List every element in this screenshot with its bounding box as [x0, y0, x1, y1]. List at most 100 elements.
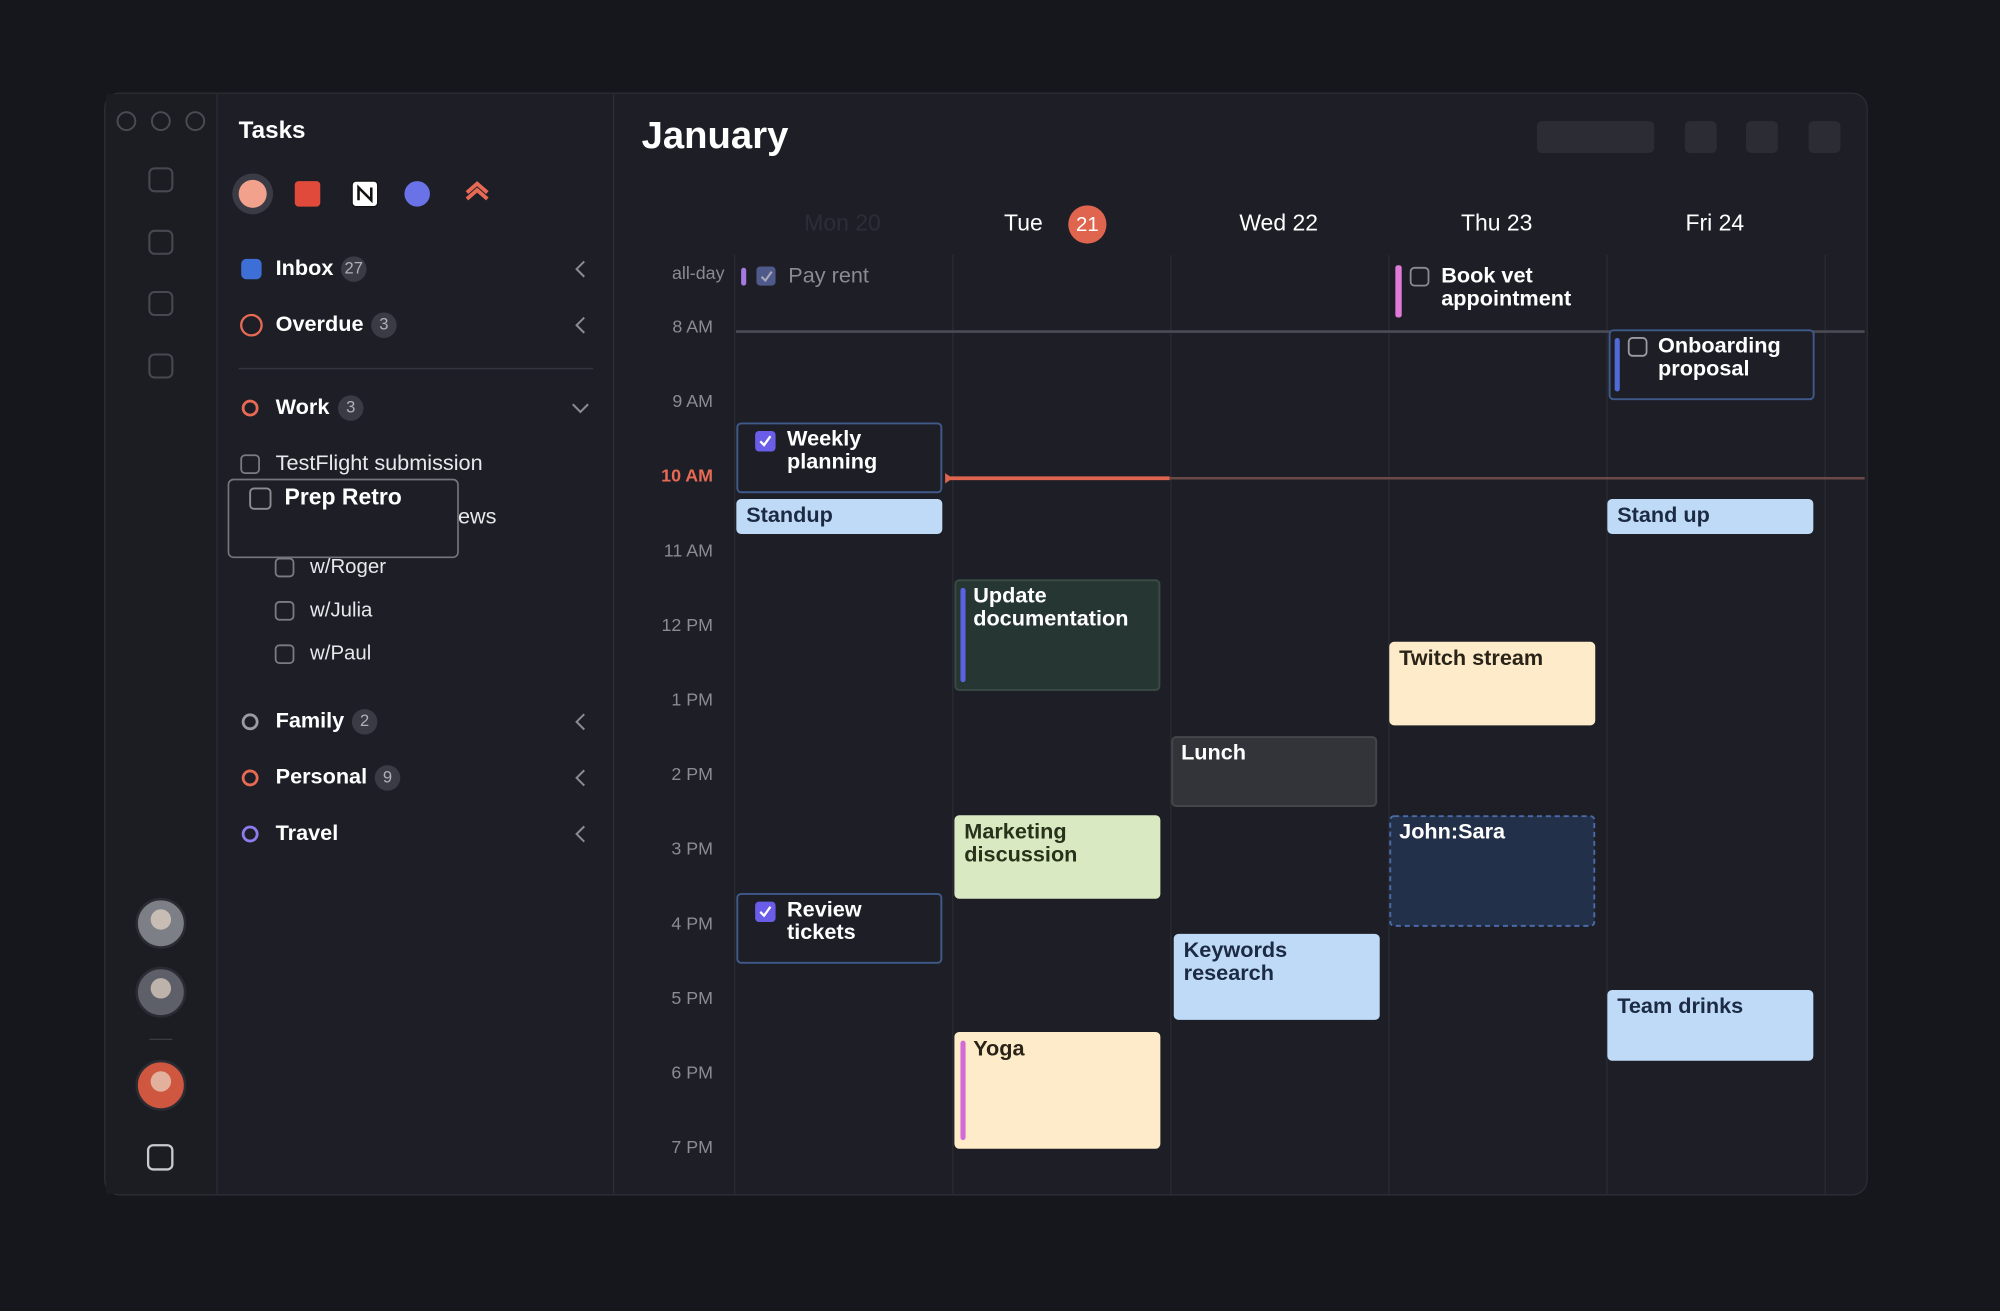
- event-bar: [1395, 265, 1402, 318]
- event-title: Stand up: [1617, 502, 1710, 527]
- event[interactable]: [954, 1032, 1161, 1149]
- event-title: proposal: [1658, 356, 1749, 381]
- toolbar-button[interactable]: [1536, 121, 1655, 154]
- event[interactable]: [1608, 329, 1815, 401]
- hour-label: 8 AM: [672, 316, 713, 336]
- subtask-title[interactable]: w/Julia: [309, 599, 373, 621]
- hour-label: 1 PM: [671, 689, 713, 709]
- event-title: Standup: [746, 502, 833, 527]
- event-bar: [1614, 337, 1620, 392]
- project-icon: [241, 713, 259, 731]
- collapse-chevron[interactable]: [575, 316, 585, 334]
- day-label: Tue: [1004, 210, 1043, 236]
- today-badge: [1068, 205, 1107, 244]
- event-title: Weekly: [787, 426, 861, 451]
- event-title: Onboarding: [1658, 333, 1781, 358]
- window-control[interactable]: [150, 111, 171, 132]
- event[interactable]: [954, 815, 1161, 899]
- event[interactable]: [1607, 498, 1814, 535]
- integration-icon[interactable]: [465, 181, 489, 201]
- window-control[interactable]: [185, 111, 206, 132]
- hour-label: 5 PM: [671, 988, 713, 1008]
- day-label: Thu 23: [1461, 210, 1532, 236]
- event[interactable]: [736, 498, 943, 535]
- count-badge-text: 3: [346, 397, 355, 416]
- project-name[interactable]: Personal: [276, 764, 367, 789]
- event-bar: [741, 267, 747, 286]
- rail-icon[interactable]: [148, 229, 174, 255]
- event-title: planning: [787, 449, 877, 474]
- hour-label: 6 PM: [671, 1063, 713, 1083]
- collapse-chevron[interactable]: [575, 713, 585, 731]
- all-day-title[interactable]: Pay rent: [788, 262, 869, 287]
- event[interactable]: [736, 893, 943, 964]
- count-badge: [337, 395, 364, 421]
- checkbox[interactable]: [240, 454, 260, 475]
- checkbox[interactable]: [274, 601, 295, 621]
- count-badge-text: 3: [379, 315, 388, 334]
- count-badge-text: 9: [383, 767, 392, 786]
- event-title: Update: [973, 583, 1046, 608]
- check: [759, 906, 772, 918]
- drag-preview: [227, 478, 459, 559]
- rail-icon[interactable]: [148, 353, 174, 379]
- all-day-title[interactable]: Book vet: [1441, 262, 1532, 287]
- month-title: January: [642, 114, 789, 157]
- collapse-chevron[interactable]: [575, 260, 585, 278]
- toolbar-button[interactable]: [1746, 121, 1778, 154]
- day-label: Wed 22: [1239, 210, 1318, 236]
- hour-label: 11 AM: [664, 540, 713, 560]
- icon-rail: [106, 94, 217, 1194]
- event[interactable]: [736, 422, 943, 494]
- project-icon: [241, 769, 259, 787]
- integration-icon[interactable]: [294, 181, 321, 207]
- project-name[interactable]: Work: [276, 394, 331, 419]
- list-name[interactable]: Overdue: [276, 311, 364, 336]
- integration-glyph: [357, 184, 373, 204]
- rail-icon[interactable]: [148, 167, 174, 193]
- hour-label: 9 AM: [672, 391, 713, 411]
- list-name[interactable]: Inbox: [276, 255, 334, 280]
- event[interactable]: [1607, 989, 1814, 1061]
- subtask-title[interactable]: w/Paul: [309, 643, 371, 665]
- event[interactable]: [1389, 815, 1596, 927]
- task-title[interactable]: TestFlight submission: [276, 450, 483, 475]
- count-badge: [351, 709, 378, 735]
- event[interactable]: [1389, 641, 1596, 726]
- integration-icon[interactable]: [404, 181, 430, 207]
- project-icon: [241, 825, 259, 843]
- all-day-label: all-day: [672, 263, 725, 283]
- toolbar-button[interactable]: [1684, 121, 1717, 154]
- checkbox: [1627, 337, 1648, 357]
- event[interactable]: [1171, 736, 1378, 807]
- collapse-chevron[interactable]: [575, 825, 585, 843]
- rail-icon[interactable]: [148, 291, 174, 317]
- hour-label: 2 PM: [671, 764, 713, 784]
- checkbox[interactable]: [1409, 266, 1430, 287]
- calendar-icon[interactable]: [146, 1144, 174, 1171]
- task-title[interactable]: ews: [458, 503, 497, 528]
- toolbar-button[interactable]: [1808, 121, 1841, 154]
- hour-label: 4 PM: [671, 913, 713, 933]
- all-day-title[interactable]: appointment: [1441, 285, 1571, 310]
- event-title: John:Sara: [1399, 818, 1506, 843]
- project-name[interactable]: Travel: [276, 820, 339, 845]
- event[interactable]: [1173, 933, 1380, 1020]
- checkbox-checked[interactable]: [756, 266, 776, 286]
- hour-label: 3 PM: [671, 839, 713, 859]
- checkbox[interactable]: [274, 644, 295, 665]
- event-title: research: [1184, 960, 1274, 985]
- day-label: Mon 20: [804, 210, 881, 236]
- event[interactable]: [954, 579, 1161, 691]
- collapse-chevron[interactable]: [575, 769, 585, 787]
- avatar-face: [150, 909, 172, 930]
- subtask-title[interactable]: w/Roger: [309, 556, 386, 578]
- project-name[interactable]: Family: [276, 708, 345, 733]
- checkbox-checked: [755, 901, 776, 923]
- hour-label: 10 AM: [661, 466, 713, 486]
- event-bar: [960, 587, 966, 683]
- window-control[interactable]: [116, 111, 137, 132]
- checkbox[interactable]: [274, 557, 295, 578]
- collapse-chevron[interactable]: [572, 403, 589, 414]
